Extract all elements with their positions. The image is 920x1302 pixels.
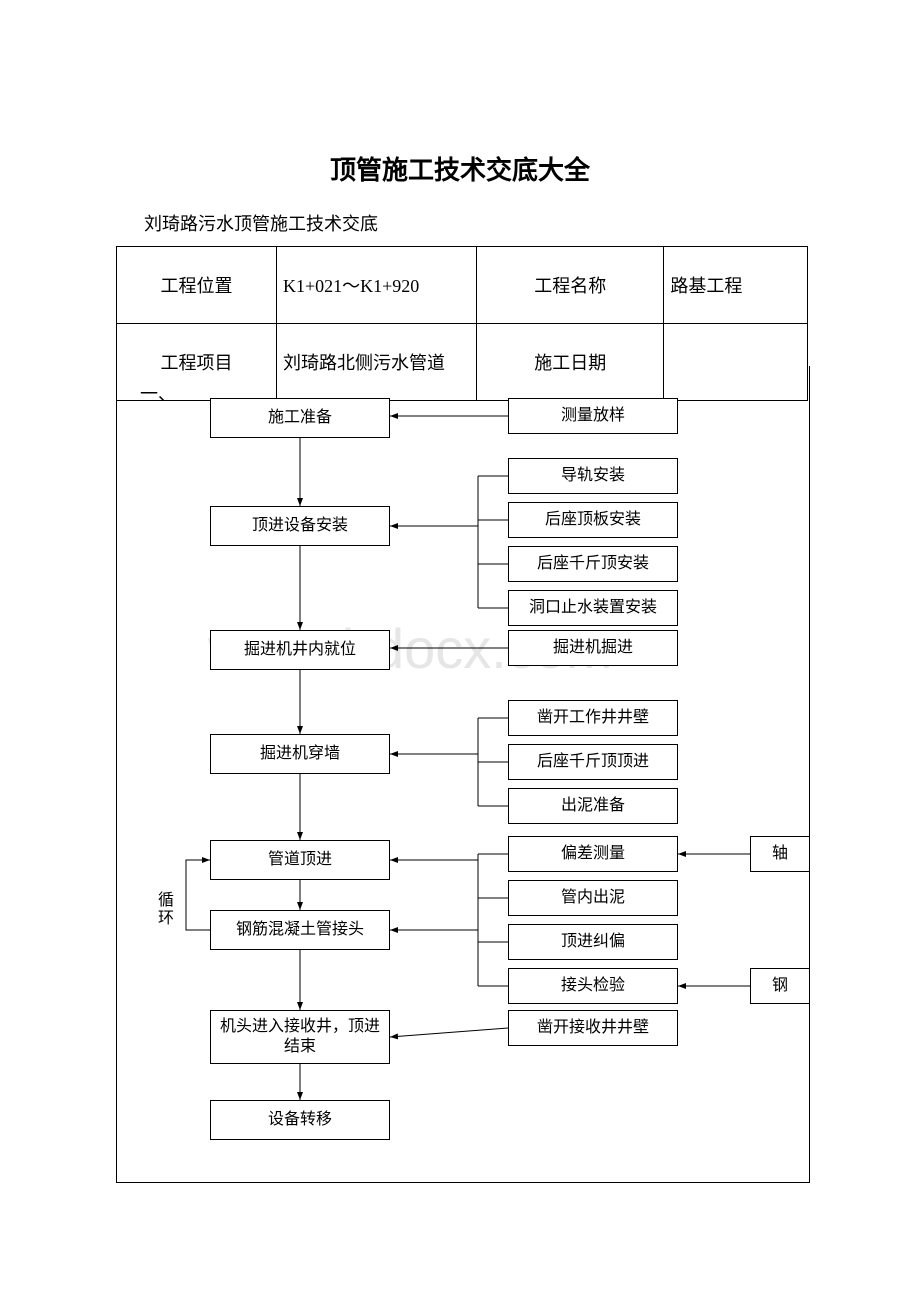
node-main-1: 顶进设备安装 (210, 506, 390, 546)
node-main-2: 掘进机井内就位 (210, 630, 390, 670)
node-main-7: 设备转移 (210, 1100, 390, 1140)
node-side2-1: 后座顶板安装 (508, 502, 678, 538)
cell-project-name-label: 工程名称 (477, 247, 664, 324)
node-side5-0: 偏差测量 (508, 836, 678, 872)
node-side2-0: 导轨安装 (508, 458, 678, 494)
node-side1-0: 测量放样 (508, 398, 678, 434)
cell-location-label: 工程位置 (117, 247, 277, 324)
node-side2-2: 后座千斤顶安装 (508, 546, 678, 582)
node-side5-2: 顶进纠偏 (508, 924, 678, 960)
cell-location-value: K1+021～K1+920 (276, 247, 476, 324)
node-main-4: 管道顶进 (210, 840, 390, 880)
node-side4-0: 凿开工作井井壁 (508, 700, 678, 736)
page-subtitle: 刘琦路污水顶管施工技术交底 (144, 210, 378, 236)
node-side2-3: 洞口止水装置安装 (508, 590, 678, 626)
node-main-5: 钢筋混凝土管接头 (210, 910, 390, 950)
node-side4-2: 出泥准备 (508, 788, 678, 824)
node-side4-1: 后座千斤顶顶进 (508, 744, 678, 780)
node-main-0: 施工准备 (210, 398, 390, 438)
page-title: 顶管施工技术交底大全 (0, 150, 920, 187)
table-row: 工程位置 K1+021～K1+920 工程名称 路基工程 (117, 247, 808, 324)
node-main-3: 掘进机穿墙 (210, 734, 390, 774)
loop-label: 循环 (158, 892, 176, 927)
node-side3-0: 掘进机掘进 (508, 630, 678, 666)
node-side5-1: 管内出泥 (508, 880, 678, 916)
cell-project-name-value: 路基工程 (664, 247, 808, 324)
node-ext-steel: 钢 (750, 968, 810, 1004)
node-main-6: 机头进入接收井，顶进结束 (210, 1010, 390, 1064)
node-ext-axis: 轴 (750, 836, 810, 872)
node-side5-3: 接头检验 (508, 968, 678, 1004)
document-page: www.bdocx.com 顶管施工技术交底大全 刘琦路污水顶管施工技术交底 工… (0, 0, 920, 1302)
node-side6-0: 凿开接收井井壁 (508, 1010, 678, 1046)
section-marker: 一、 (140, 380, 176, 406)
